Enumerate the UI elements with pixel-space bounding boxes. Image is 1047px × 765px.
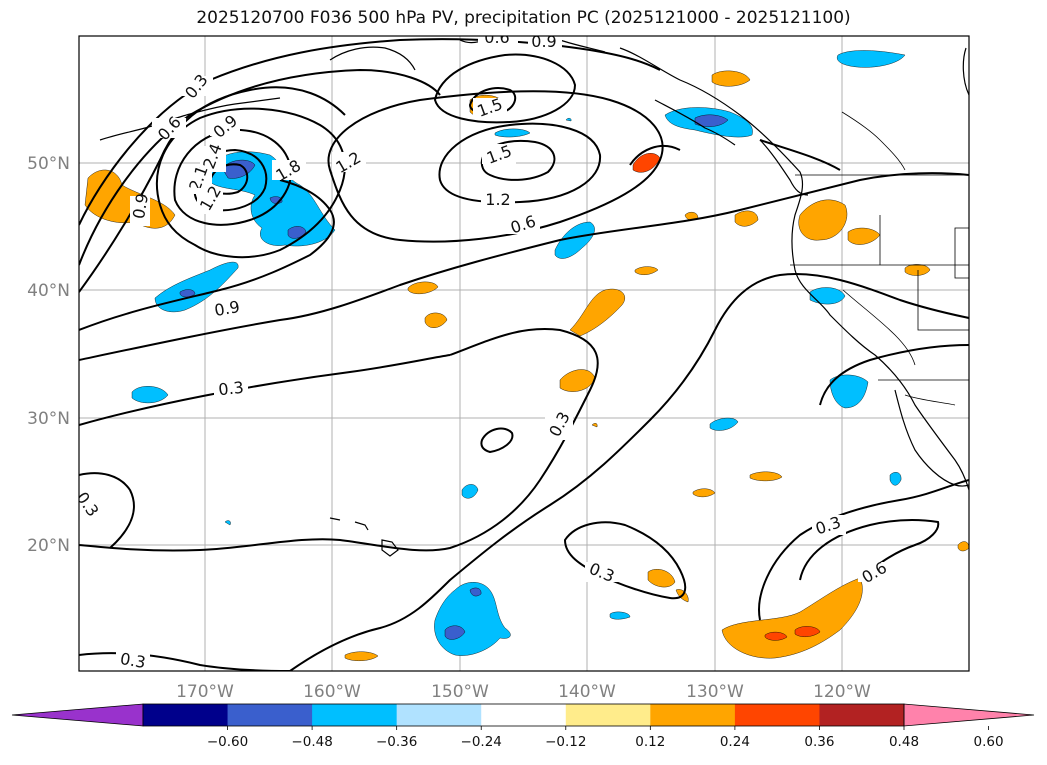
colorbar-tick-label: 0.24 <box>720 734 750 750</box>
colorbar-frame <box>142 703 905 727</box>
contour-label: 0.9 <box>129 192 152 220</box>
lat-label: 30°N <box>27 409 70 429</box>
colorbar-segment <box>396 704 482 726</box>
colorbar-tick-label: 0.12 <box>635 734 665 750</box>
lon-label: 160°W <box>303 682 361 702</box>
political-borders <box>790 111 969 406</box>
lon-label: 140°W <box>558 682 616 702</box>
contour-label: 0.9 <box>209 111 241 142</box>
contour-label: 0.9 <box>531 32 556 51</box>
lat-label: 20°N <box>27 536 70 556</box>
contour-label: 0.9 <box>213 297 241 320</box>
precip-strong-negative-areas <box>179 114 729 640</box>
contour-label: 0.6 <box>484 28 509 47</box>
precip-strong-positive-areas <box>632 153 821 641</box>
lon-label: 120°W <box>813 682 871 702</box>
colorbar-extend-low <box>11 703 144 727</box>
colorbar-segment <box>481 704 567 726</box>
lon-label: 170°W <box>176 682 234 702</box>
lat-label: 50°N <box>27 154 70 174</box>
colorbar-segment <box>227 704 313 726</box>
colorbar-segment <box>312 704 398 726</box>
lon-label: 130°W <box>686 682 744 702</box>
colorbar-extend-high <box>903 703 1035 727</box>
colorbar-segment <box>819 704 905 726</box>
longitude-labels: 170°W 160°W 150°W 140°W 130°W 120°W <box>176 682 871 702</box>
colorbar-tick-label: 0.48 <box>889 734 919 750</box>
colorbar-tick-label: 0.60 <box>974 734 1004 750</box>
colorbar: −0.60 −0.48 −0.36 −0.24 −0.12 0.12 0.24 0.36 0.4… <box>11 703 1035 750</box>
colorbar-segment <box>650 704 736 726</box>
colorbar-tick-label: −0.48 <box>291 734 332 750</box>
colorbar-tick-label: −0.36 <box>376 734 417 750</box>
contour-labels: 0.3 0.6 0.9 1.2 1.8 1.2 1.5 1.5 1.2 0.6 … <box>79 28 892 672</box>
colorbar-segment <box>565 704 651 726</box>
colorbar-segment <box>734 704 820 726</box>
latitude-labels: 50°N 40°N 30°N 20°N <box>27 154 70 556</box>
lat-label: 40°N <box>27 281 70 301</box>
colorbar-tick-label: −0.24 <box>461 734 502 750</box>
precip-positive-areas <box>84 70 969 661</box>
colorbar-tick-label: −0.12 <box>545 734 586 750</box>
contour-label: 0.3 <box>119 649 147 672</box>
colorbar-segment <box>143 704 229 726</box>
contour-label: 0.3 <box>217 378 244 400</box>
map-frame <box>78 35 970 672</box>
colorbar-tick-label: −0.60 <box>207 734 248 750</box>
colorbar-tick-label: 0.36 <box>804 734 834 750</box>
map-title: 2025120700 F036 500 hPa PV, precipitatio… <box>196 8 851 28</box>
contour-label: 0.3 <box>181 70 212 102</box>
contour-label: 1.2 <box>485 190 510 209</box>
lon-label: 150°W <box>431 682 489 702</box>
